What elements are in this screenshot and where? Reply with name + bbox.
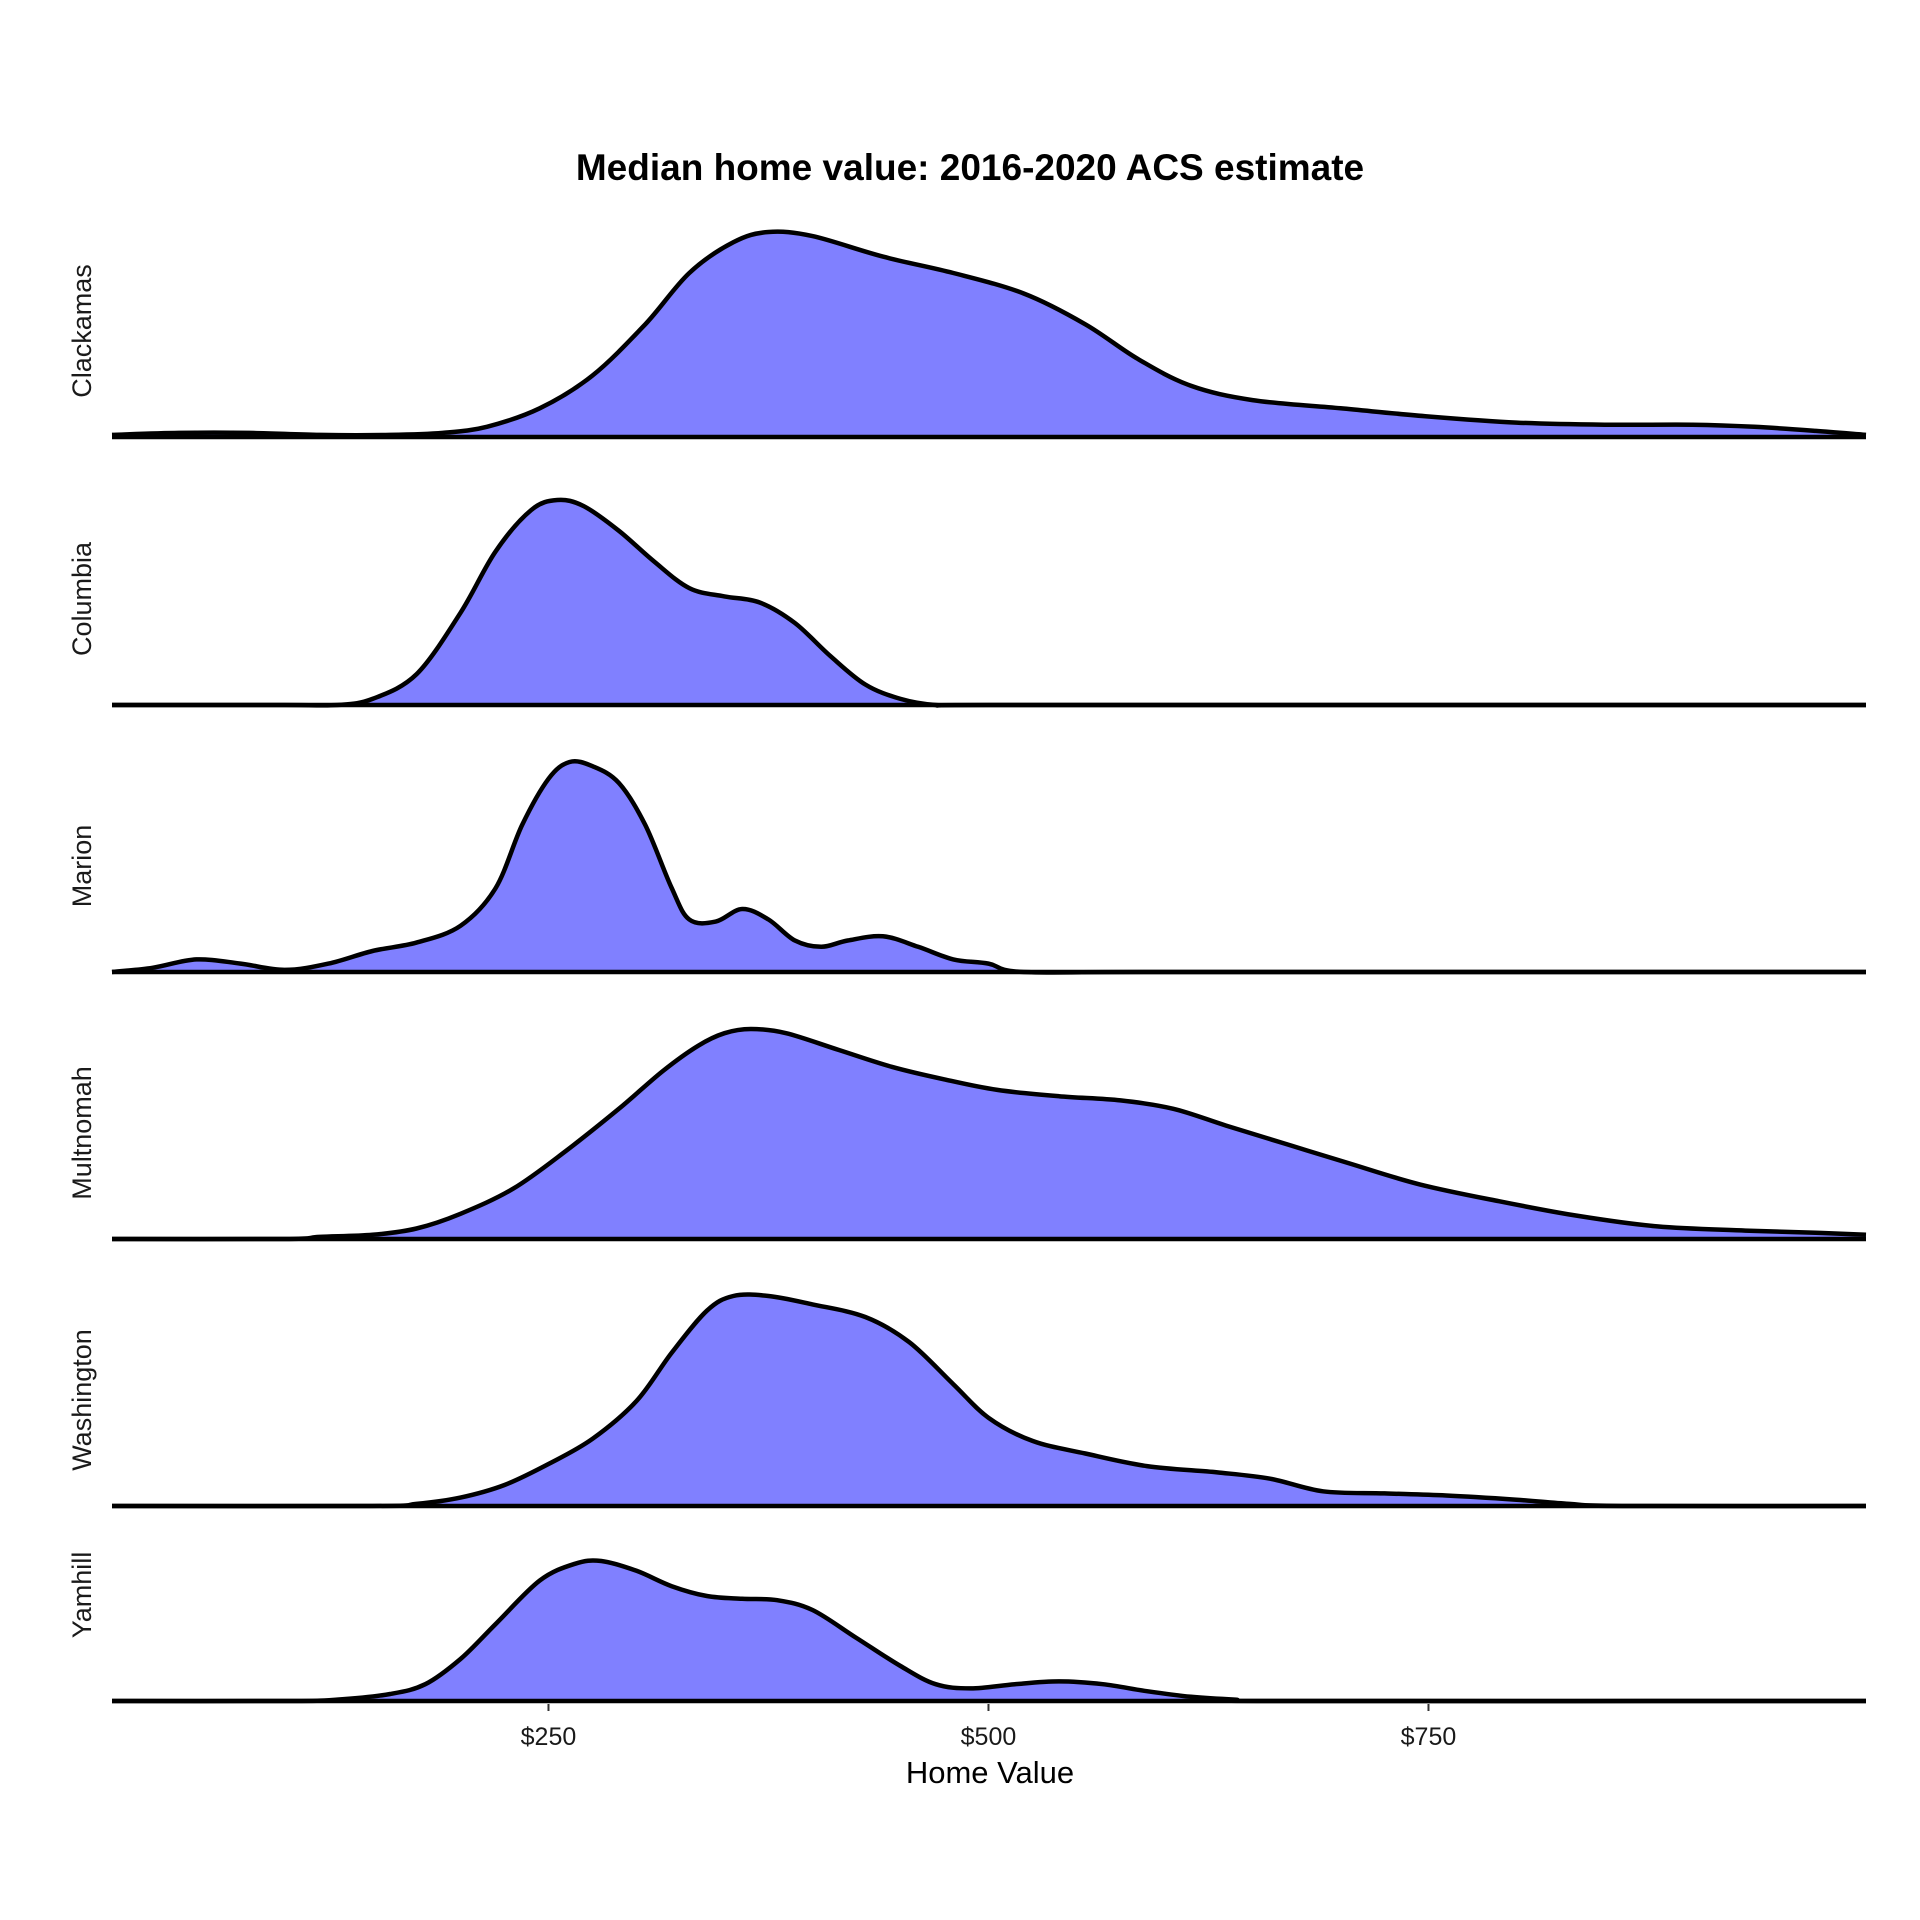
county-label-marion: Marion (67, 825, 97, 908)
chart-title: Median home value: 2016-2020 ACS estimat… (576, 147, 1364, 188)
x-tick-label: $250 (521, 1723, 577, 1751)
x-tick-label: $750 (1401, 1723, 1457, 1751)
density-area-yamhill (112, 1560, 1866, 1702)
density-area-clackamas (112, 231, 1866, 437)
county-label-clackamas: Clackamas (67, 264, 97, 398)
density-area-marion (112, 761, 1866, 973)
density-line-yamhill (111, 1558, 1867, 1704)
ridges-group (111, 229, 1867, 1704)
density-line-multnomah (111, 1026, 1867, 1242)
county-label-yamhill: Yamhill (67, 1552, 97, 1639)
density-area-multnomah (112, 1029, 1866, 1240)
density-line-clackamas (111, 229, 1867, 438)
density-line-washington (111, 1292, 1867, 1509)
x-axis-title: Home Value (906, 1755, 1074, 1790)
x-tick-label: $500 (961, 1723, 1017, 1751)
county-labels-group: Clackamas Columbia Marion Multnomah Washingt… (67, 264, 97, 1638)
density-line-marion (111, 759, 1866, 975)
density-line-columbia (112, 497, 1866, 708)
density-area-columbia (112, 499, 1866, 706)
county-label-washington: Washington (67, 1329, 97, 1471)
county-label-columbia: Columbia (67, 541, 97, 656)
county-label-multnomah: Multnomah (67, 1066, 97, 1200)
x-axis: $250 $500 $750 (521, 1704, 1457, 1751)
density-area-washington (112, 1294, 1866, 1507)
